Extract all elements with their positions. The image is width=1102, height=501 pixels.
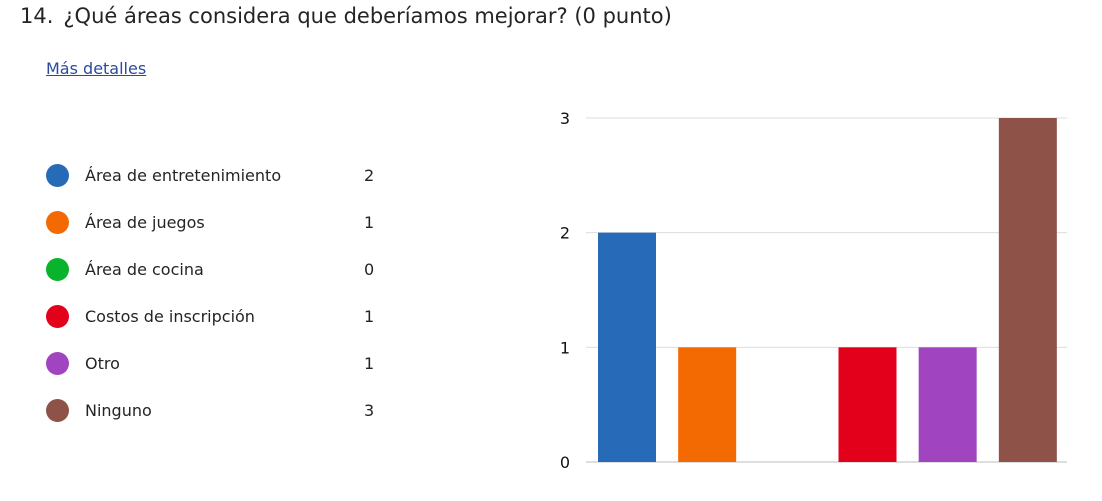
- legend-label: Área de entretenimiento: [85, 166, 282, 185]
- legend-label: Otro: [85, 354, 120, 373]
- question-title: 14. ¿Qué áreas considera que deberíamos m…: [20, 4, 672, 28]
- legend-item: Ninguno 3: [46, 387, 386, 434]
- bar: [998, 118, 1057, 462]
- legend-count: 3: [364, 401, 375, 420]
- legend-color-dot: [46, 258, 69, 281]
- bar: [838, 347, 897, 462]
- bar: [918, 347, 977, 462]
- chart-legend: Área de entretenimiento 2 Área de juegos 1 Á…: [46, 152, 386, 434]
- legend-item: Área de cocina 0: [46, 246, 386, 293]
- bar: [598, 232, 656, 462]
- y-tick-label: 1: [560, 338, 570, 357]
- legend-label: Área de cocina: [85, 260, 204, 279]
- legend-count: 1: [364, 307, 375, 326]
- question-number: 14.: [20, 4, 54, 28]
- y-tick-label: 2: [560, 224, 570, 243]
- legend-item: Otro 1: [46, 340, 386, 387]
- legend-label: Área de juegos: [85, 213, 205, 232]
- legend-count: 2: [364, 166, 375, 185]
- legend-label: Ninguno: [85, 401, 152, 420]
- question-text: ¿Qué áreas considera que deberíamos mejo…: [63, 4, 672, 28]
- legend-color-dot: [46, 211, 69, 234]
- more-details-link[interactable]: Más detalles: [46, 59, 147, 78]
- y-tick-label: 0: [560, 453, 570, 472]
- legend-color-dot: [46, 399, 69, 422]
- y-tick-label: 3: [560, 109, 570, 128]
- bar-chart: 0 1 2 3: [560, 109, 1067, 472]
- legend-item: Área de entretenimiento 2: [46, 152, 386, 199]
- legend-count: 0: [364, 260, 375, 279]
- legend-count: 1: [364, 354, 375, 373]
- legend-count: 1: [364, 213, 375, 232]
- legend-color-dot: [46, 305, 69, 328]
- legend-item: Área de juegos 1: [46, 199, 386, 246]
- legend-label: Costos de inscripción: [85, 307, 255, 326]
- legend-color-dot: [46, 164, 69, 187]
- legend-color-dot: [46, 352, 69, 375]
- legend-item: Costos de inscripción 1: [46, 293, 386, 340]
- bar: [678, 347, 737, 462]
